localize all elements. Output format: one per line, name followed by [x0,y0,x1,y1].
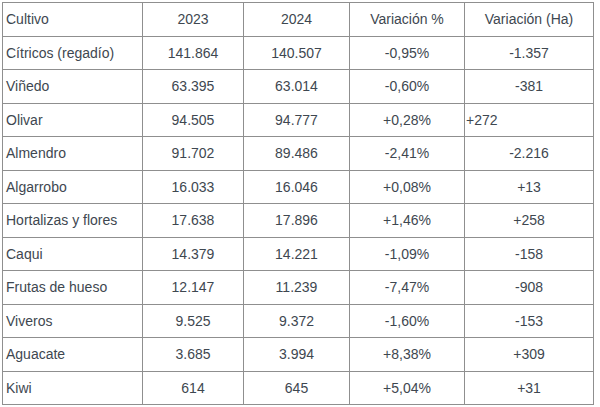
value-cell: 9.525 [143,304,244,338]
value-cell: 63.014 [244,70,350,104]
value-cell: -908 [465,271,594,305]
value-cell: +8,38% [350,338,465,372]
value-cell: 94.505 [143,103,244,137]
value-cell: 645 [244,371,350,405]
value-cell: -0,60% [350,70,465,104]
value-cell: 94.777 [244,103,350,137]
crop-name-cell: Kiwi [3,371,143,405]
value-cell: +1,46% [350,204,465,238]
crop-name-cell: Almendro [3,137,143,171]
crop-name-cell: Algarrobo [3,170,143,204]
column-header: 2023 [143,3,244,37]
value-cell: -1,09% [350,237,465,271]
table-row: Cítricos (regadío)141.864140.507-0,95%-1… [3,36,594,70]
value-cell: +258 [465,204,594,238]
value-cell: -2,41% [350,137,465,171]
value-cell: 16.033 [143,170,244,204]
table-row: Aguacate3.6853.994+8,38%+309 [3,338,594,372]
value-cell: +309 [465,338,594,372]
crop-name-cell: Cítricos (regadío) [3,36,143,70]
value-cell: +5,04% [350,371,465,405]
value-cell: +0,28% [350,103,465,137]
table-row: Frutas de hueso12.14711.239-7,47%-908 [3,271,594,305]
crop-name-cell: Viñedo [3,70,143,104]
table-row: Hortalizas y flores17.63817.896+1,46%+25… [3,204,594,238]
value-cell: 12.147 [143,271,244,305]
table-row: Olivar94.50594.777+0,28%+272 [3,103,594,137]
table-row: Viñedo63.39563.014-0,60%-381 [3,70,594,104]
value-cell: 3.685 [143,338,244,372]
value-cell: +272 [465,103,594,137]
crop-name-cell: Viveros [3,304,143,338]
value-cell: 14.221 [244,237,350,271]
value-cell: 17.638 [143,204,244,238]
value-cell: 9.372 [244,304,350,338]
table-row: Kiwi614645+5,04%+31 [3,371,594,405]
value-cell: 89.486 [244,137,350,171]
value-cell: 63.395 [143,70,244,104]
value-cell: 614 [143,371,244,405]
table-row: Viveros9.5259.372-1,60%-153 [3,304,594,338]
crop-name-cell: Hortalizas y flores [3,204,143,238]
value-cell: 11.239 [244,271,350,305]
column-header: Variación % [350,3,465,37]
table-row: Almendro91.70289.486-2,41%-2.216 [3,137,594,171]
table-row: Caqui14.37914.221-1,09%-158 [3,237,594,271]
crop-name-cell: Aguacate [3,338,143,372]
column-header: 2024 [244,3,350,37]
value-cell: 141.864 [143,36,244,70]
value-cell: -1,60% [350,304,465,338]
value-cell: -2.216 [465,137,594,171]
value-cell: 3.994 [244,338,350,372]
value-cell: -1.357 [465,36,594,70]
value-cell: -0,95% [350,36,465,70]
value-cell: 91.702 [143,137,244,171]
crop-name-cell: Caqui [3,237,143,271]
value-cell: +31 [465,371,594,405]
value-cell: 17.896 [244,204,350,238]
crops-area-table: Cultivo20232024Variación %Variación (Ha)… [2,2,594,405]
table-header-row: Cultivo20232024Variación %Variación (Ha) [3,3,594,37]
column-header: Cultivo [3,3,143,37]
table-row: Algarrobo16.03316.046+0,08%+13 [3,170,594,204]
crop-name-cell: Frutas de hueso [3,271,143,305]
value-cell: 140.507 [244,36,350,70]
value-cell: -7,47% [350,271,465,305]
value-cell: +0,08% [350,170,465,204]
value-cell: -381 [465,70,594,104]
crop-name-cell: Olivar [3,103,143,137]
crops-table-container: Cultivo20232024Variación %Variación (Ha)… [2,2,594,405]
value-cell: -153 [465,304,594,338]
value-cell: 16.046 [244,170,350,204]
value-cell: 14.379 [143,237,244,271]
value-cell: -158 [465,237,594,271]
column-header: Variación (Ha) [465,3,594,37]
value-cell: +13 [465,170,594,204]
